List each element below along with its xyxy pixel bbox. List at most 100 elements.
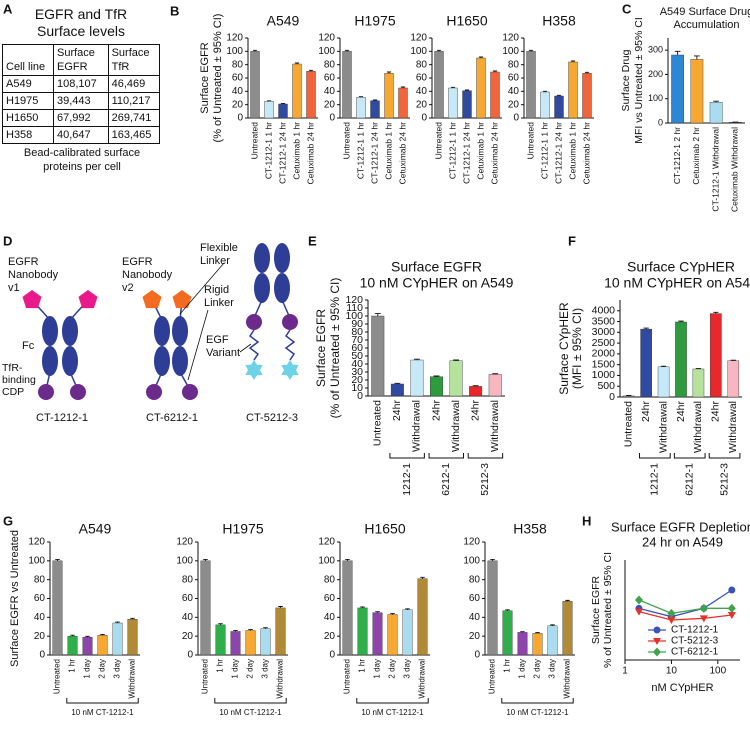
cell: 108,107 xyxy=(53,75,109,93)
error-bar xyxy=(360,606,365,608)
bar xyxy=(67,635,78,656)
group-label: 1212-1 xyxy=(401,463,413,496)
error-bar xyxy=(386,71,392,74)
y-tick-label: 0 xyxy=(658,117,663,127)
y-tick-label: 300 xyxy=(648,45,663,55)
marker xyxy=(653,638,661,645)
bar xyxy=(675,321,687,398)
group-label: 10 nM CT-1212-1 xyxy=(219,708,282,717)
x-tick-label: Withdrawal xyxy=(657,401,669,453)
y-tick-label: 60 xyxy=(416,73,428,84)
leader-line xyxy=(187,309,209,381)
marker xyxy=(667,608,676,618)
y-tick-label: 80 xyxy=(34,574,46,585)
bar xyxy=(430,376,443,397)
y-axis-label: Surface EGFR xyxy=(590,575,602,644)
bar xyxy=(384,73,394,119)
flexible-linker xyxy=(284,329,296,361)
bar xyxy=(410,359,424,397)
diagram-label: TfR- xyxy=(2,362,23,374)
error-bar xyxy=(674,50,681,55)
diagram-label: Linker xyxy=(204,297,234,309)
table-title: EGFR and TfR Surface levels xyxy=(34,6,128,39)
y-tick-label: 80 xyxy=(324,574,336,585)
y-tick-label: 1500 xyxy=(592,358,616,370)
y-tick-label: 60 xyxy=(351,342,363,354)
y-tick-label: 40 xyxy=(324,86,336,97)
header-cell: Cell line xyxy=(2,44,54,76)
marker xyxy=(699,603,708,613)
y-axis-label: Surface EGFR vs Untreated xyxy=(9,530,21,667)
error-bar xyxy=(550,624,555,626)
diagram-label: Fc xyxy=(22,340,35,352)
panel-label: C xyxy=(622,1,632,16)
cell: 39,443 xyxy=(53,92,109,110)
cell: A549 xyxy=(2,75,54,93)
y-tick-label: 60 xyxy=(469,593,481,604)
y-tick-label: 2500 xyxy=(592,337,616,349)
group-bracket xyxy=(389,453,425,459)
error-bar xyxy=(70,634,75,637)
y-tick-label: 20 xyxy=(34,631,46,642)
chart-title: A549 xyxy=(79,521,112,537)
x-tick-label: 1 day xyxy=(83,659,92,679)
bar xyxy=(264,101,274,119)
error-bar xyxy=(453,359,460,361)
nanobody-v2 xyxy=(172,290,192,309)
x-tick-label: Cetuximab 2 hr xyxy=(691,127,701,185)
x-tick-label: Untreated xyxy=(201,659,210,694)
fc-domain xyxy=(172,316,188,346)
x-tick-label: 3 day xyxy=(261,659,270,679)
fc-domain xyxy=(154,346,170,376)
error-bar xyxy=(100,634,105,636)
x-tick-label: 1 hr xyxy=(216,659,225,673)
construct-name: CT-6212-1 xyxy=(146,412,198,424)
group-bracket xyxy=(467,453,504,459)
x-tick-label: 2 day xyxy=(246,659,255,679)
bar xyxy=(292,63,302,119)
y-tick-label: 20 xyxy=(508,99,520,110)
table-row: A549 108,107 46,469 xyxy=(2,75,161,93)
error-bar xyxy=(528,49,534,52)
error-bar xyxy=(374,313,381,316)
diagram-labels: EGFR Nanobody v1 EGFR Nanobody v2 Fc TfR… xyxy=(2,242,298,424)
panel-label: H xyxy=(582,513,591,528)
error-bar xyxy=(400,86,406,88)
header-cell: Surface EGFR xyxy=(53,44,109,76)
bar xyxy=(342,51,352,119)
y-axis-label: (% of Untreated ± 95% CI) xyxy=(212,14,224,143)
x-tick-label: Withdrawal xyxy=(727,401,739,453)
bar xyxy=(417,578,428,656)
x-tick-label: 1 day xyxy=(231,659,240,679)
y-tick-label: 0 xyxy=(39,650,45,661)
error-bar xyxy=(713,100,720,103)
x-tick-label: 100 xyxy=(710,666,727,677)
bar xyxy=(487,560,498,656)
fc-domain xyxy=(62,316,78,346)
y-tick-label: 40 xyxy=(324,612,336,623)
y-tick-label: 30 xyxy=(351,366,363,378)
y-tick-label: 40 xyxy=(34,612,46,623)
error-bar xyxy=(556,94,562,96)
error-bar xyxy=(278,606,283,608)
x-tick-label: 24hr xyxy=(710,400,722,422)
x-tick-label: CT-1212-1 24 hr xyxy=(461,122,471,184)
x-tick-label: CT-1212-1 24 hr xyxy=(369,122,379,184)
diagram-label: Variant xyxy=(206,347,240,359)
y-tick-label: 120 xyxy=(226,33,243,44)
y-tick-label: 100 xyxy=(463,555,480,566)
error-bar xyxy=(345,558,350,561)
bar xyxy=(357,607,368,656)
panel-label: D xyxy=(3,233,12,248)
bar xyxy=(260,628,271,656)
y-tick-label: 110 xyxy=(346,302,363,314)
y-tick-label: 80 xyxy=(508,59,520,70)
error-bar xyxy=(678,320,684,322)
error-bar xyxy=(505,609,510,611)
cell: 67,992 xyxy=(53,109,109,127)
bar xyxy=(727,360,740,398)
x-tick-label: 1 hr xyxy=(68,659,77,673)
y-tick-label: 60 xyxy=(324,73,336,84)
diagram-label: Rigid xyxy=(204,284,229,296)
x-tick-label: Untreated xyxy=(525,122,535,160)
